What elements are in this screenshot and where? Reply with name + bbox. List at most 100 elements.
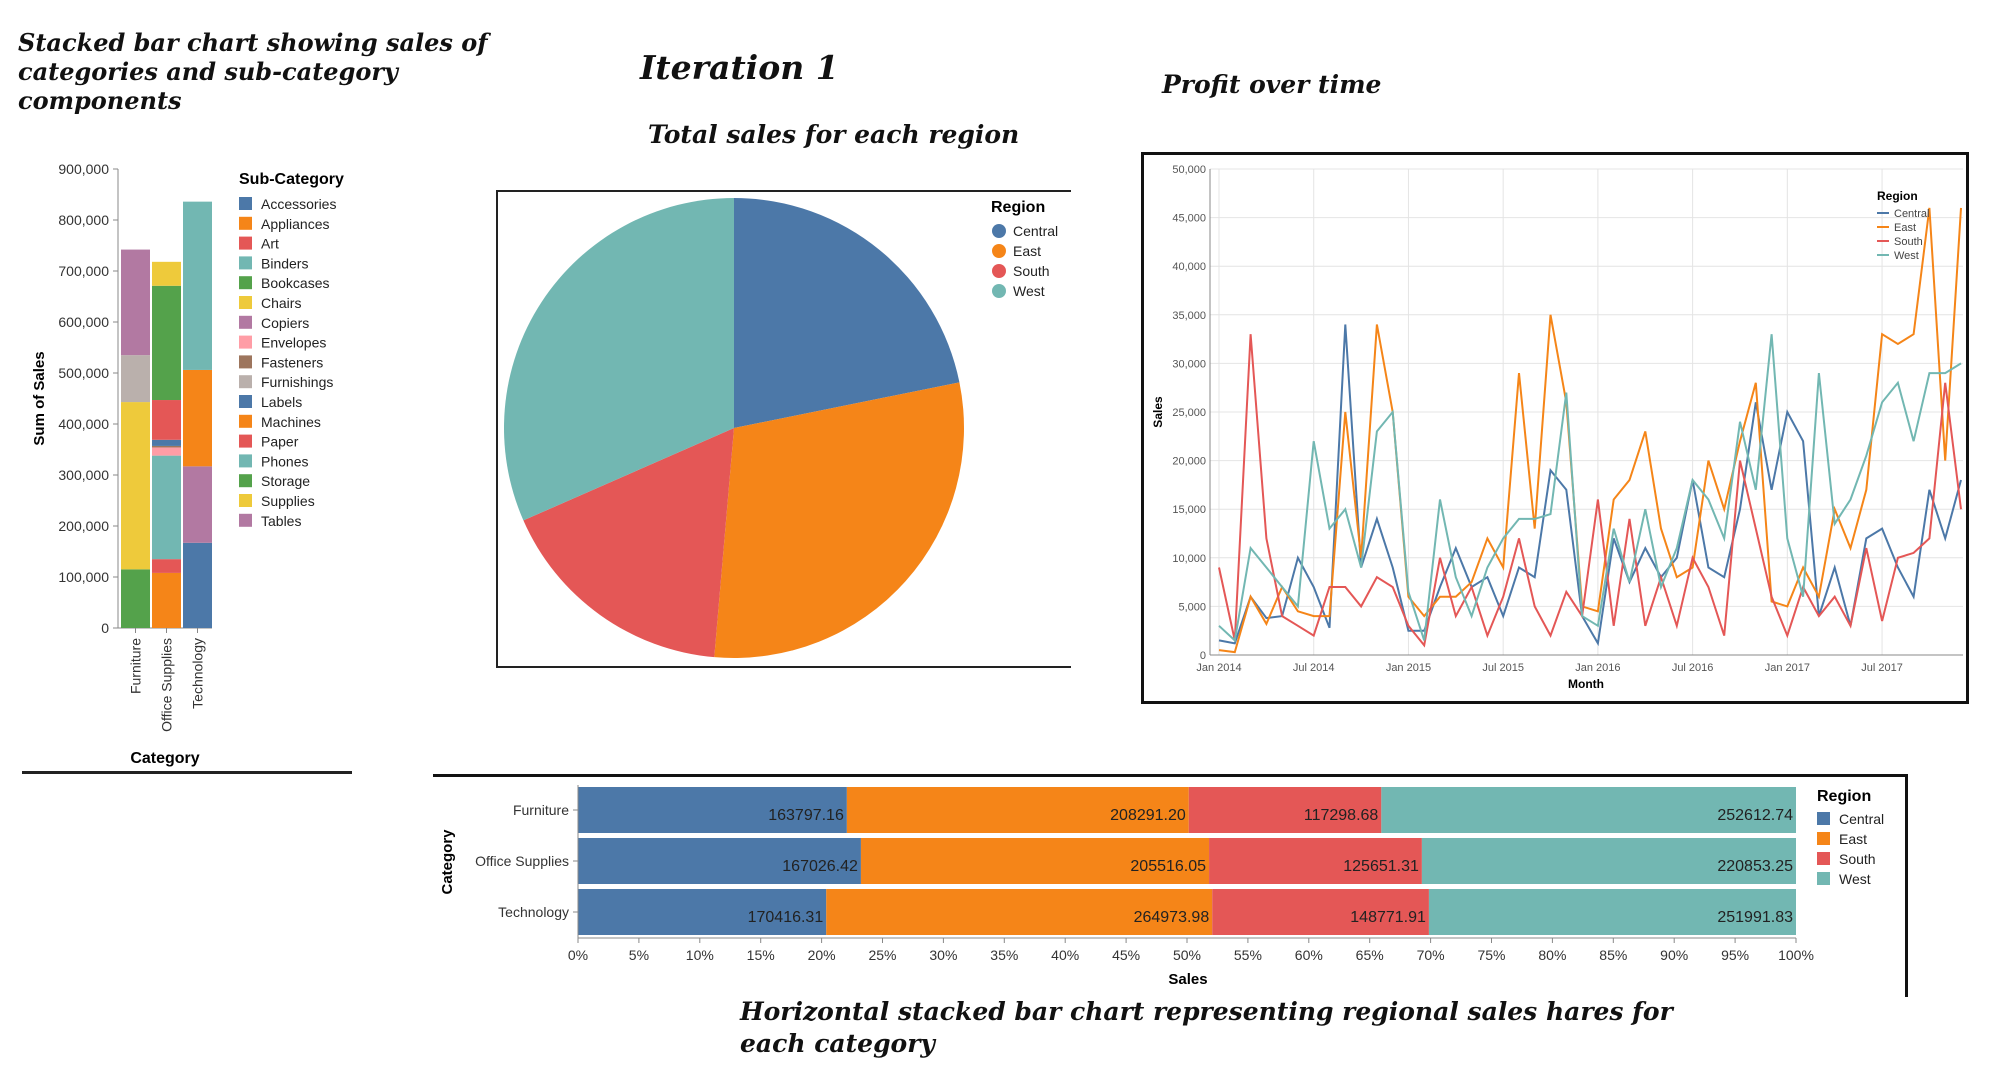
x-tick-label: 45% xyxy=(1112,947,1140,963)
bar-segment xyxy=(152,400,181,440)
data-label: 264973.98 xyxy=(1134,909,1210,926)
legend-label: East xyxy=(1013,243,1041,259)
bar-segment xyxy=(152,572,181,628)
legend-label: South xyxy=(1839,851,1876,867)
x-tick-label: 55% xyxy=(1234,947,1262,963)
bar-segment xyxy=(183,542,212,628)
x-tick-label: Office Supplies xyxy=(159,638,175,732)
y-tick-label: 800,000 xyxy=(58,212,109,228)
line-chart-frame xyxy=(1141,152,1969,704)
series-line xyxy=(1218,324,1962,647)
legend-title: Region xyxy=(1877,189,1918,203)
legend-swatch xyxy=(239,375,252,389)
y-tick-label: 50,000 xyxy=(1172,164,1206,176)
legend-swatch xyxy=(1817,872,1830,885)
x-tick-label: 95% xyxy=(1721,947,1749,963)
bar-segment xyxy=(183,369,212,467)
y-tick-label: 0 xyxy=(101,620,109,636)
legend-label: East xyxy=(1894,222,1916,234)
legend-swatch xyxy=(992,244,1006,258)
hbar-caption: Horizontal stacked bar chart representin… xyxy=(740,997,1673,1058)
bar-segment xyxy=(121,402,150,570)
bar-segment xyxy=(152,261,181,286)
legend-swatch xyxy=(239,335,252,349)
y-axis-title: Sales xyxy=(1151,396,1165,428)
bar-segment xyxy=(152,455,181,560)
data-label: 205516.05 xyxy=(1130,858,1206,875)
legend-label: Binders xyxy=(261,255,308,271)
x-tick-label: 80% xyxy=(1538,947,1566,963)
bar-segment xyxy=(121,569,150,628)
pie-slice xyxy=(523,428,734,658)
legend-swatch xyxy=(239,315,252,329)
y-tick-label: 600,000 xyxy=(58,314,109,330)
legend-swatch xyxy=(992,284,1006,298)
legend-label: Appliances xyxy=(261,216,330,232)
legend-swatch xyxy=(239,414,252,428)
y-tick-label: 25,000 xyxy=(1172,407,1206,419)
legend-label: West xyxy=(1013,283,1045,299)
stacked-bar-chart: 0 100,000 200,000 300,000 400,000 500,000 600,… xyxy=(31,161,344,767)
y-axis-title: Sum of Sales xyxy=(31,351,48,445)
y-tick-label: 200,000 xyxy=(58,518,109,534)
x-tick-label: 35% xyxy=(990,947,1018,963)
data-label: 220853.25 xyxy=(1717,858,1793,875)
legend-label: West xyxy=(1894,250,1919,262)
pie-slice xyxy=(714,382,964,658)
y-tick-label: Technology xyxy=(498,904,569,920)
legend-label: Furnishings xyxy=(261,374,333,390)
y-tick-label: 30,000 xyxy=(1172,358,1206,370)
data-label: 208291.20 xyxy=(1110,807,1186,824)
legend-label: South xyxy=(1013,263,1050,279)
legend-swatch xyxy=(992,224,1006,238)
y-axis-title: Category xyxy=(439,829,456,895)
legend-label: Central xyxy=(1013,223,1058,239)
legend-label: Fasteners xyxy=(261,354,323,370)
x-tick-label: Jul 2017 xyxy=(1861,662,1903,674)
line-chart-caption: Profit over time xyxy=(1162,70,1382,99)
legend-label: East xyxy=(1839,831,1867,847)
x-tick-label: 100% xyxy=(1778,947,1814,963)
data-label: 117298.68 xyxy=(1304,807,1379,824)
pie-caption: Total sales for each region xyxy=(648,120,1020,149)
bar-segment xyxy=(578,787,847,833)
legend-swatch xyxy=(992,264,1006,278)
series-line xyxy=(1218,334,1962,648)
x-axis-title: Category xyxy=(130,750,199,767)
data-label: 125651.31 xyxy=(1343,858,1419,875)
x-tick-label: 15% xyxy=(747,947,775,963)
legend-label: Art xyxy=(261,236,279,252)
x-tick-label: Jan 2016 xyxy=(1575,662,1620,674)
x-tick-label: 0% xyxy=(568,947,588,963)
x-tick-label: 70% xyxy=(1417,947,1445,963)
x-tick-label: 20% xyxy=(808,947,836,963)
bar-segment xyxy=(1209,838,1422,884)
legend-swatch xyxy=(239,197,252,210)
x-tick-label: 90% xyxy=(1660,947,1688,963)
y-tick-label: 20,000 xyxy=(1172,456,1206,468)
bar-segment xyxy=(1212,889,1429,935)
y-tick-label: 300,000 xyxy=(58,467,109,483)
bar-segment xyxy=(1188,787,1382,833)
legend-label: Central xyxy=(1839,811,1884,827)
series-line xyxy=(1218,334,1962,643)
bar-segment xyxy=(1428,889,1796,935)
legend-label: Bookcases xyxy=(261,275,329,291)
iteration-title: Iteration 1 xyxy=(640,48,839,87)
data-label: 167026.42 xyxy=(782,858,858,875)
y-tick-label: 15,000 xyxy=(1172,504,1206,516)
x-tick-label: 30% xyxy=(929,947,957,963)
bar-segment xyxy=(152,559,181,573)
x-tick-label: Jan 2017 xyxy=(1765,662,1810,674)
y-tick-label: Office Supplies xyxy=(475,853,569,869)
stacked-bar-caption: Stacked bar chart showing sales of categ… xyxy=(18,28,488,115)
legend-swatch xyxy=(239,513,252,527)
legend-swatch xyxy=(239,276,252,290)
legend-swatch xyxy=(239,355,252,369)
legend-title: Sub-Category xyxy=(239,171,344,188)
y-tick-label: 900,000 xyxy=(58,161,109,177)
bar-segment xyxy=(578,889,827,935)
stacked-chart-underline xyxy=(22,771,352,774)
legend-swatch xyxy=(239,395,252,408)
y-tick-label: 10,000 xyxy=(1172,553,1206,565)
